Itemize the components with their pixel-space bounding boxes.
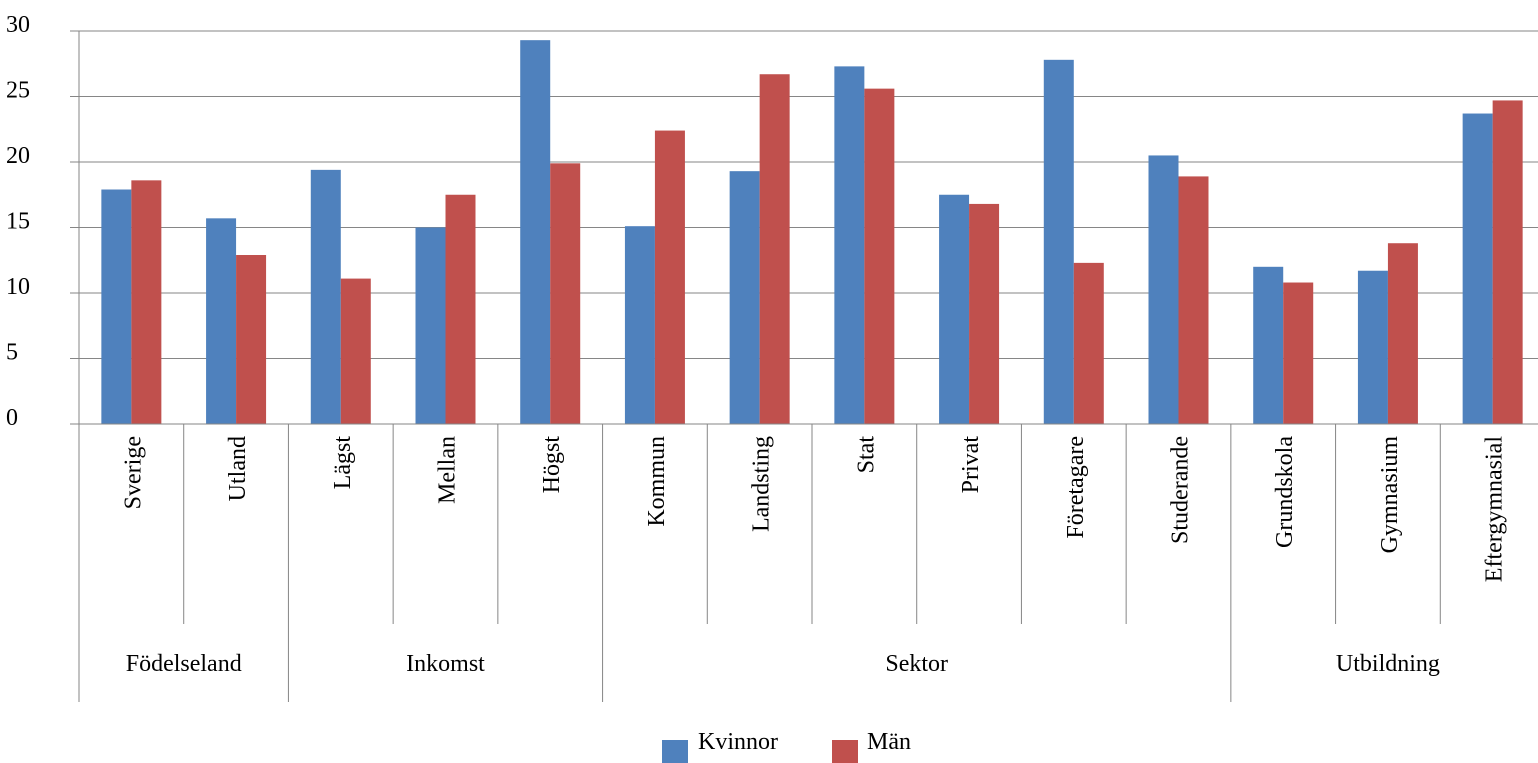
category-label: Studerande [1168, 436, 1194, 544]
y-tick-label: 0 [6, 405, 18, 431]
legend-label-man: Män [867, 729, 911, 755]
bar-kvinnor-lägst [310, 169, 341, 424]
bar-kvinnor-landsting [729, 171, 760, 424]
category-label: Högst [539, 436, 565, 494]
bar-kvinnor-stat [834, 66, 865, 425]
bar-man-eftergymnasial [1492, 100, 1523, 425]
category-label: Kommun [644, 436, 670, 527]
bar-kvinnor-högst [520, 40, 551, 425]
y-tick-label: 5 [6, 340, 18, 366]
category-label: Sverige [120, 436, 146, 509]
bar-man-grundskola [1283, 282, 1314, 424]
y-tick-label: 30 [6, 12, 30, 38]
category-label: Landsting [749, 436, 775, 532]
bar-man-företagare [1073, 262, 1104, 424]
bars [101, 40, 1523, 425]
y-tick-label: 10 [6, 274, 30, 300]
bar-man-sverige [131, 180, 162, 424]
category-label: Privat [958, 436, 984, 494]
category-label: Företagare [1063, 436, 1089, 539]
bar-kvinnor-kommun [624, 226, 655, 424]
bar-kvinnor-mellan [415, 227, 446, 424]
category-label: Grundskola [1272, 436, 1298, 548]
category-label: Lägst [330, 436, 356, 490]
bar-kvinnor-eftergymnasial [1462, 113, 1493, 424]
legend-label-kvinnor: Kvinnor [698, 729, 778, 755]
category-label: Eftergymnasial [1482, 436, 1508, 583]
bar-man-högst [550, 163, 581, 424]
x-axis: Sverige Utland Lägst Mellan Högst Kommun Lands… [79, 423, 1538, 702]
bar-kvinnor-grundskola [1253, 266, 1284, 424]
y-axis: 0 5 10 15 20 25 30 [6, 12, 80, 702]
category-label: Mellan [435, 436, 461, 504]
bar-man-studerande [1178, 176, 1209, 424]
group-label: Utbildning [1336, 651, 1440, 677]
category-label: Gymnasium [1377, 436, 1403, 554]
group-label: Sektor [885, 651, 948, 677]
legend-swatch-man [832, 740, 858, 763]
bar-man-utland [236, 255, 267, 424]
y-tick-label: 15 [6, 209, 30, 235]
bar-kvinnor-företagare [1043, 59, 1074, 424]
y-tick-label: 20 [6, 143, 30, 169]
bar-kvinnor-privat [939, 194, 970, 424]
bar-kvinnor-gymnasium [1357, 270, 1388, 424]
gridlines [79, 30, 1538, 359]
bar-man-gymnasium [1387, 243, 1418, 424]
group-label: Födelseland [126, 651, 242, 677]
group-label: Inkomst [406, 651, 485, 677]
bar-man-landsting [759, 74, 790, 424]
y-tick-label: 25 [6, 78, 30, 104]
bar-man-lägst [340, 278, 371, 424]
bar-man-kommun [654, 130, 685, 424]
bar-kvinnor-sverige [101, 189, 132, 424]
bar-man-privat [969, 203, 1000, 424]
category-label: Utland [225, 436, 251, 501]
legend-swatch-kvinnor [662, 740, 688, 763]
category-label: Stat [853, 436, 879, 474]
bar-man-stat [864, 88, 895, 424]
bar-man-mellan [445, 194, 476, 424]
bar-kvinnor-studerande [1148, 155, 1179, 424]
bar-kvinnor-utland [206, 218, 237, 424]
legend: Kvinnor Män [662, 729, 911, 763]
